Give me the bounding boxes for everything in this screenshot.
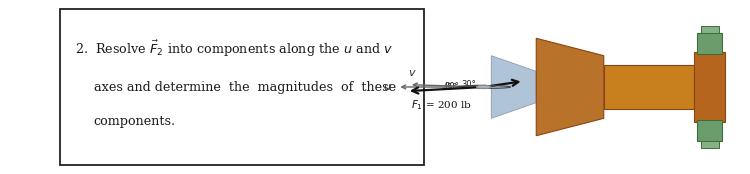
Bar <box>697 120 722 141</box>
Text: 2.  Resolve $\vec{F}_2$ into components along the $u$ and $v$: 2. Resolve $\vec{F}_2$ into components a… <box>75 39 393 59</box>
Text: $F_1$ = 200 lb: $F_1$ = 200 lb <box>410 98 472 112</box>
Polygon shape <box>536 38 604 136</box>
Text: components.: components. <box>94 115 176 128</box>
Circle shape <box>476 85 491 89</box>
Text: axes and determine  the  magnitudes  of  these: axes and determine the magnitudes of the… <box>94 81 396 93</box>
Text: $F_2$ = 150 lb: $F_2$ = 150 lb <box>537 65 598 78</box>
Polygon shape <box>491 56 536 118</box>
Text: 45°: 45° <box>442 83 458 92</box>
Bar <box>700 141 718 148</box>
Text: $v$: $v$ <box>409 68 417 78</box>
Bar <box>694 52 725 122</box>
Text: 30°: 30° <box>462 80 476 89</box>
Text: $u$: $u$ <box>383 82 392 92</box>
Bar <box>697 33 722 54</box>
Bar <box>700 26 718 33</box>
Text: 30°: 30° <box>444 82 459 91</box>
Bar <box>60 9 424 165</box>
Bar <box>604 65 694 109</box>
